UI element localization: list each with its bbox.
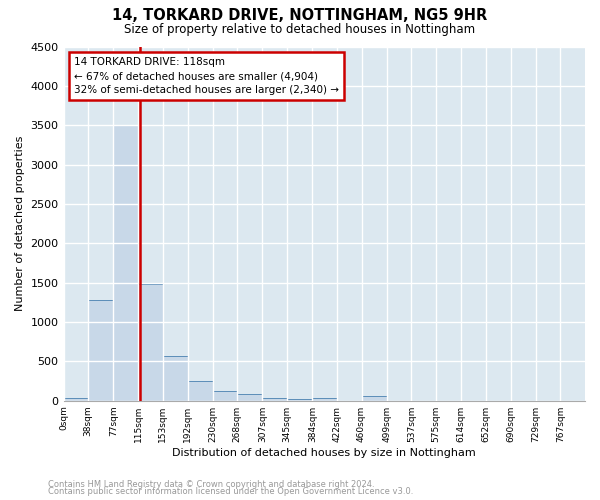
Text: Contains HM Land Registry data © Crown copyright and database right 2024.: Contains HM Land Registry data © Crown c… (48, 480, 374, 489)
Bar (138, 284, 163, 401)
Text: Contains public sector information licensed under the Open Government Licence v3: Contains public sector information licen… (48, 488, 413, 496)
Text: Size of property relative to detached houses in Nottingham: Size of property relative to detached ho… (124, 22, 476, 36)
Bar (237, 394, 262, 400)
Text: 14, TORKARD DRIVE, NOTTINGHAM, NG5 9HR: 14, TORKARD DRIVE, NOTTINGHAM, NG5 9HR (112, 8, 488, 22)
Bar (64, 398, 88, 400)
Bar (113, 125, 138, 400)
Bar (88, 300, 113, 400)
X-axis label: Distribution of detached houses by size in Nottingham: Distribution of detached houses by size … (172, 448, 476, 458)
Bar (287, 399, 312, 400)
Y-axis label: Number of detached properties: Number of detached properties (15, 136, 25, 312)
Bar (212, 392, 237, 400)
Bar (163, 356, 188, 401)
Bar (312, 398, 337, 400)
Bar (262, 398, 287, 400)
Bar (362, 396, 387, 400)
Text: 14 TORKARD DRIVE: 118sqm
← 67% of detached houses are smaller (4,904)
32% of sem: 14 TORKARD DRIVE: 118sqm ← 67% of detach… (74, 57, 339, 95)
Bar (188, 382, 212, 400)
